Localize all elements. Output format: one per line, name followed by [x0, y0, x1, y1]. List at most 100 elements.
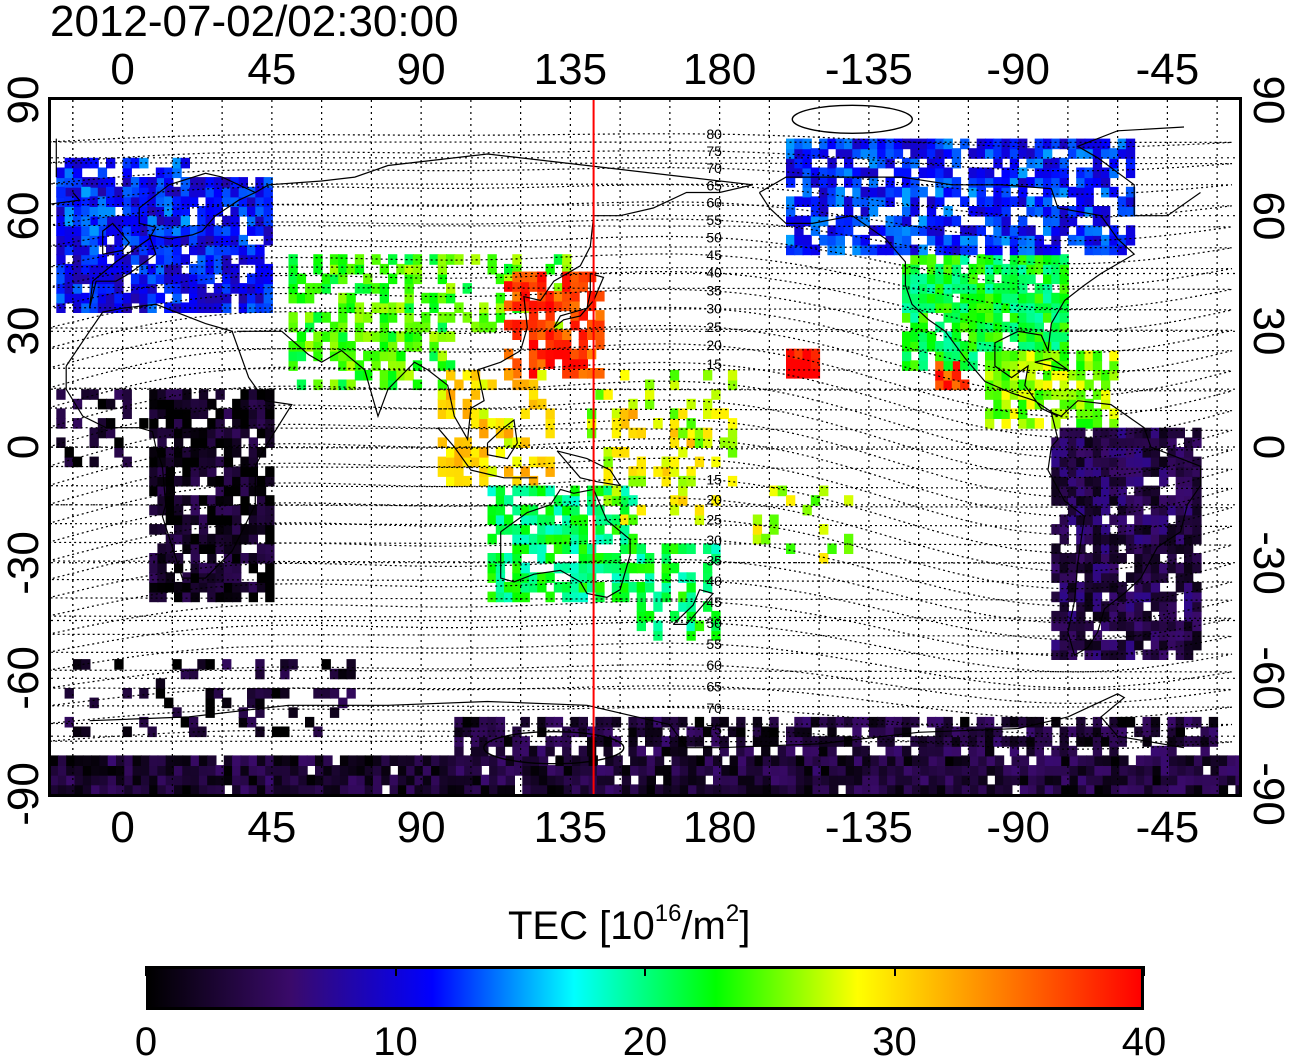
tec-cell: [820, 765, 831, 776]
tec-cell: [240, 765, 250, 776]
tec-cell: [545, 524, 555, 535]
tec-cell: [1101, 447, 1111, 458]
tec-map: 80 75 70 65 60 55 50 45 40 35 30 25 20 15 15 20 25 30 35 40…: [48, 97, 1242, 797]
tec-cell: [786, 196, 796, 207]
tec-cell: [819, 553, 829, 564]
tec-cell: [139, 273, 149, 285]
tec-cell: [207, 437, 217, 448]
tec-cell: [727, 447, 738, 458]
tec-cell: [719, 408, 729, 419]
tec-cell: [172, 215, 182, 227]
tec-cell: [620, 581, 630, 593]
tec-cell: [1117, 610, 1127, 622]
tec-cell: [130, 177, 141, 188]
tec-cell: [562, 290, 572, 302]
tec-cell: [754, 784, 764, 794]
tec-cell: [645, 716, 655, 728]
tec-cell: [504, 319, 514, 331]
tec-cell: [1059, 736, 1069, 747]
tec-cell: [454, 745, 464, 757]
tec-cell: [437, 273, 447, 285]
tec-cell: [222, 659, 232, 670]
tec-cell: [190, 447, 200, 458]
tec-cell: [255, 225, 265, 236]
tec-cell: [661, 562, 671, 574]
tec-cell: [89, 215, 99, 227]
tec-cell: [247, 697, 257, 709]
tec-cell: [819, 206, 829, 217]
tec-cell: [205, 177, 215, 188]
tec-cell: [313, 341, 323, 352]
tec-cell: [439, 755, 449, 766]
tec-cell: [406, 784, 416, 794]
tec-cell: [72, 186, 83, 198]
tec-cell: [155, 254, 166, 265]
tec-cell: [719, 736, 729, 747]
tec-cell: [404, 254, 414, 265]
tec-cell: [868, 716, 879, 728]
tec-cell: [247, 716, 257, 728]
tec-cell: [165, 427, 175, 439]
tec-cell: [1167, 533, 1177, 545]
tec-cell: [1051, 331, 1061, 342]
tec-cell: [935, 716, 945, 728]
tec-cell: [1144, 774, 1154, 786]
tec-cell: [918, 360, 928, 371]
tec-cell: [854, 784, 864, 794]
tec-cell: [255, 196, 265, 207]
tec-cell: [198, 784, 209, 794]
tec-cell: [860, 745, 870, 757]
tec-cell: [528, 745, 539, 757]
tec-cell: [1009, 745, 1020, 757]
coastline: [238, 153, 753, 442]
tec-cell: [255, 263, 265, 275]
tec-cell: [480, 755, 491, 766]
tec-cell: [1134, 543, 1144, 554]
tec-cell: [630, 784, 640, 794]
tec-cell: [852, 215, 862, 227]
tec-cell: [688, 755, 698, 766]
tec-cell: [926, 716, 937, 728]
tec-cell: [868, 138, 879, 150]
tec-cell: [114, 302, 124, 313]
tec-cell: [122, 196, 132, 207]
tec-cell: [1092, 716, 1103, 728]
tec-cell: [1084, 524, 1094, 535]
tec-cell: [1018, 148, 1028, 159]
tec-cell: [945, 765, 955, 776]
tec-cell: [1175, 466, 1185, 477]
tec-cell: [238, 283, 248, 294]
tec-cell: [976, 167, 986, 179]
tec-cell: [240, 504, 250, 516]
tec-cell: [512, 358, 522, 369]
tec-cell: [1134, 533, 1144, 545]
tec-cell: [454, 254, 464, 265]
tec-cell: [1150, 447, 1161, 458]
tec-cell: [1119, 755, 1129, 766]
tec-cell: [1018, 225, 1028, 236]
tec-cell: [1034, 234, 1044, 246]
colorbar-title: TEC [1016/m2]: [508, 900, 751, 949]
tec-cell: [263, 225, 273, 236]
tec-cell: [1051, 225, 1061, 236]
tec-cell: [802, 177, 812, 188]
magnetic-latitude-contour: [51, 477, 1233, 554]
coastline: [1047, 400, 1202, 657]
tec-cell: [570, 485, 580, 497]
tec-cell: [985, 389, 995, 400]
tec-cell: [89, 186, 99, 198]
tec-cell: [1003, 765, 1013, 776]
tec-cell: [645, 398, 655, 410]
tec-cell: [56, 283, 66, 294]
tec-cell: [1084, 418, 1094, 429]
tec-cell: [147, 292, 157, 304]
magnetic-latitude-label: 35: [706, 283, 722, 299]
tec-cell: [1218, 784, 1229, 794]
tec-cell: [1193, 774, 1204, 786]
tec-cell: [530, 765, 540, 776]
tec-cell: [661, 466, 671, 477]
tec-cell: [844, 206, 854, 217]
tec-cell: [1134, 726, 1144, 738]
tec-cell: [296, 379, 307, 391]
tec-cell: [1192, 620, 1202, 632]
